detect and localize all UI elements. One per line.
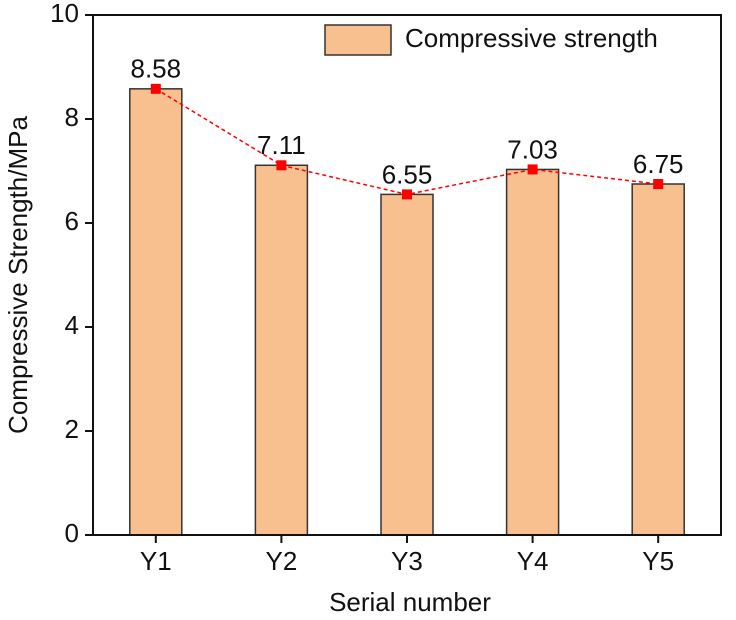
x-tick-label: Y2: [265, 546, 297, 576]
y-tick-label: 8: [65, 102, 79, 132]
x-tick-label: Y5: [642, 546, 674, 576]
point-marker: [276, 160, 287, 171]
legend-swatch: [324, 24, 392, 56]
bar: [380, 193, 434, 536]
value-label: 6.55: [382, 159, 433, 189]
y-axis-title: Compressive Strength/MPa: [3, 116, 33, 434]
bar: [129, 88, 183, 536]
x-tick-label: Y1: [140, 546, 172, 576]
legend-label: Compressive strength: [405, 23, 658, 53]
bar: [505, 168, 560, 536]
value-label: 6.75: [633, 149, 684, 179]
y-tick-label: 0: [65, 518, 79, 548]
value-label: 8.58: [130, 54, 181, 84]
y-tick-label: 4: [65, 310, 79, 340]
point-marker: [402, 189, 412, 200]
value-label: 7.03: [507, 134, 558, 164]
x-axis-title: Serial number: [329, 587, 491, 617]
bar: [631, 183, 685, 536]
plot-frame: [92, 14, 722, 536]
point-marker: [653, 179, 664, 189]
point-marker: [150, 83, 161, 94]
y-tick-label: 2: [65, 414, 79, 444]
x-tick-label: Y4: [517, 546, 549, 576]
x-tick-label: Y3: [391, 546, 423, 576]
y-tick-label: 6: [65, 206, 79, 236]
bar: [254, 164, 309, 536]
y-tick-label: 10: [50, 0, 79, 28]
point-marker: [527, 164, 538, 175]
